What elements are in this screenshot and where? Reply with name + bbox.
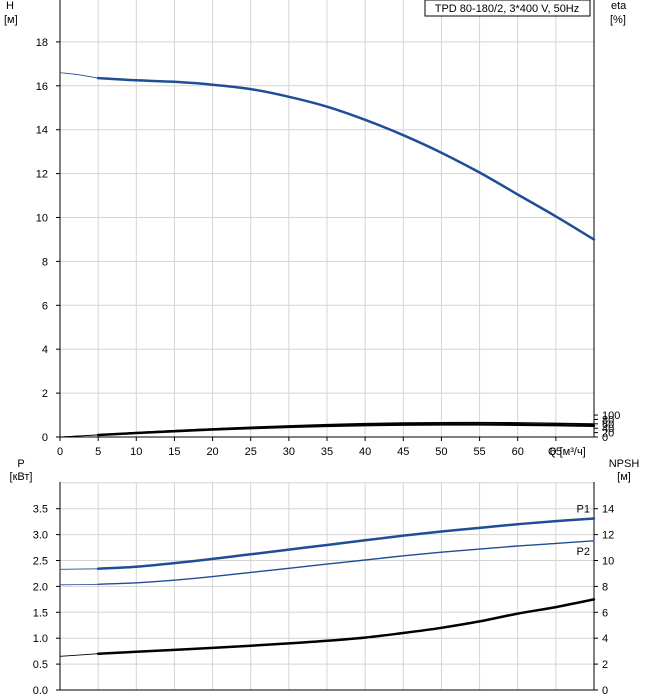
npsh-tick-label: 10 [602,556,614,568]
head-curve [96,76,596,241]
npsh-curve [96,598,596,655]
npsh-tick-label: 6 [602,607,608,619]
x-tick-label: 50 [435,446,447,458]
x-tick-label: 60 [512,446,524,458]
y-left-tick-label: 10 [36,213,48,225]
y-left-tick-label: 12 [36,169,48,181]
x-tick-label: 35 [321,446,333,458]
x-tick-label: 0 [57,446,63,458]
y-left-tick-label: 6 [42,300,48,312]
p1-curve [96,517,596,571]
x-tick-label: 30 [283,446,295,458]
y-left-tick-label: 0 [42,432,48,444]
y-left-axis-unit: [м] [4,14,18,26]
npsh-tick-label: 14 [602,504,614,516]
x-tick-label: 5 [95,446,101,458]
y-right-tick-label: 0 [602,432,608,444]
x-axis-title: Q [м³/ч] [548,446,586,458]
npsh-tick-label: 4 [602,633,608,645]
y-right-tick-label: 100 [602,410,620,422]
grid-layer [59,0,595,691]
y-right-axis-title: eta [611,0,627,12]
p-tick-label: 1.5 [33,607,48,619]
p-tick-label: 0.5 [33,659,48,671]
npsh-tick-label: 8 [602,581,608,593]
chart-title: TPD 80-180/2, 3*400 V, 50Hz [435,3,580,15]
x-tick-label: 65 [550,446,562,458]
head-curve-extension [59,72,99,79]
p-tick-label: 3.5 [33,504,48,516]
p-axis-title: P [17,458,24,470]
y-right-tick-label: 80 [602,414,614,426]
p2-curve [97,540,595,585]
y-right-tick-label: 60 [602,419,614,431]
p-axis-unit: [кВт] [10,471,33,483]
npsh-tick-label: 0 [602,685,608,697]
series-label-p1: P1 [577,504,590,516]
series-layer [59,72,596,657]
x-tick-label: 15 [168,446,180,458]
efficiency-curve-thick-extension [59,434,99,438]
x-tick-label: 55 [473,446,485,458]
npsh-curve-extension [59,653,99,657]
x-tick-label: 20 [206,446,218,458]
y-left-tick-label: 14 [36,125,48,137]
y-right-axis-unit: [%] [610,14,626,26]
x-tick-label: 40 [359,446,371,458]
npsh-tick-label: 2 [602,659,608,671]
y-left-tick-label: 8 [42,256,48,268]
p2-curve-extension [59,583,99,586]
p-tick-label: 2.5 [33,556,48,568]
p1-curve-extension [59,568,99,570]
y-left-tick-label: 16 [36,81,48,93]
npsh-axis-title: NPSH [609,458,640,470]
x-tick-label: 25 [245,446,257,458]
p-tick-label: 2.0 [33,581,48,593]
p-tick-label: 0.0 [33,685,48,697]
npsh-axis-unit: [м] [617,471,631,483]
x-tick-label: 10 [130,446,142,458]
efficiency-curve-thick [96,423,596,437]
p-tick-label: 3.0 [33,530,48,542]
y-left-tick-label: 18 [36,37,48,49]
x-tick-label: 45 [397,446,409,458]
y-left-axis-title: H [6,0,14,12]
title-box [424,0,591,17]
y-left-tick-label: 2 [42,388,48,400]
labels-layer: 0 5 10 15 20 25 30 35 40 45 50 55 60 6502468101214161… [4,0,639,697]
y-left-tick-label: 4 [42,344,48,356]
series-label-p2: P2 [577,546,590,558]
y-right-tick-label: 20 [602,428,614,440]
npsh-tick-label: 12 [602,530,614,542]
p-tick-label: 1.0 [33,633,48,645]
y-right-tick-label: 40 [602,423,614,435]
